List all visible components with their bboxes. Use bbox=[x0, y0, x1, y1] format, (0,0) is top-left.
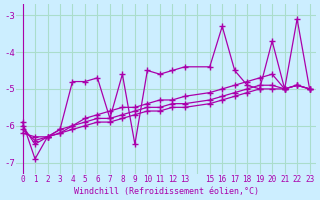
X-axis label: Windchill (Refroidissement éolien,°C): Windchill (Refroidissement éolien,°C) bbox=[74, 187, 259, 196]
